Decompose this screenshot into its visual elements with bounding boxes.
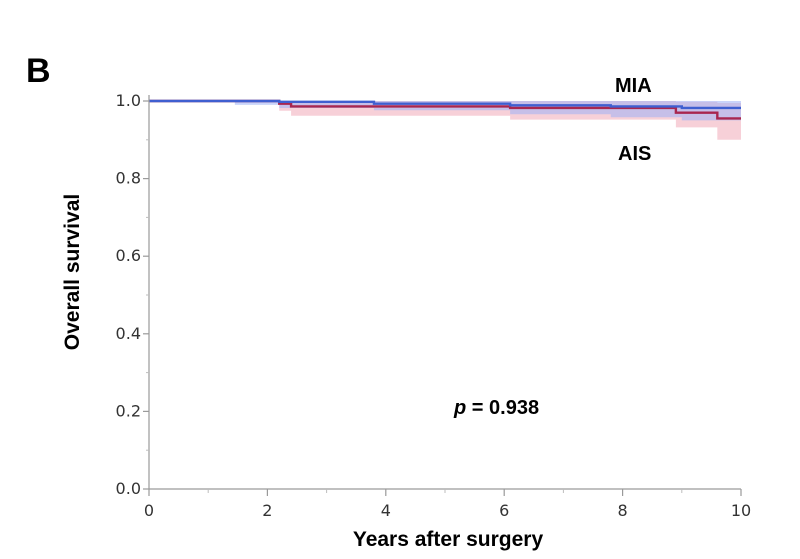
y-tick-label: 0.0: [116, 479, 141, 498]
y-axis-title: Overall survival: [61, 194, 84, 350]
survival-curves: [149, 99, 741, 120]
x-tick-label: 0: [144, 501, 154, 520]
series-label-ais: AIS: [618, 143, 651, 165]
y-tick-label: 0.4: [116, 324, 141, 343]
x-tick-label: 4: [381, 501, 391, 520]
x-tick-label: 8: [618, 501, 628, 520]
x-axis-title: Years after surgery: [353, 528, 544, 551]
x-ticks: 0 2 4 6 8 10: [144, 489, 751, 520]
y-tick-label: 0.2: [116, 401, 141, 420]
x-tick-label: 10: [731, 501, 751, 520]
x-tick-label: 2: [262, 501, 272, 520]
x-tick-label: 6: [499, 501, 509, 520]
p-value-text: = 0.938: [466, 397, 539, 419]
series-label-mia: MIA: [615, 75, 652, 97]
y-tick-label: 1.0: [116, 91, 141, 110]
panel-label: B: [26, 52, 51, 90]
survival-line-ais: [149, 99, 741, 120]
y-ticks: 0.0 0.2 0.4 0.6 0.8 1.0: [116, 91, 149, 498]
y-tick-label: 0.8: [116, 169, 141, 188]
axes: [148, 95, 741, 490]
y-tick-label: 0.6: [116, 246, 141, 265]
survival-line-mia: [149, 99, 741, 110]
p-value-symbol: p: [453, 397, 466, 419]
p-value-annotation: p = 0.938: [453, 397, 539, 419]
